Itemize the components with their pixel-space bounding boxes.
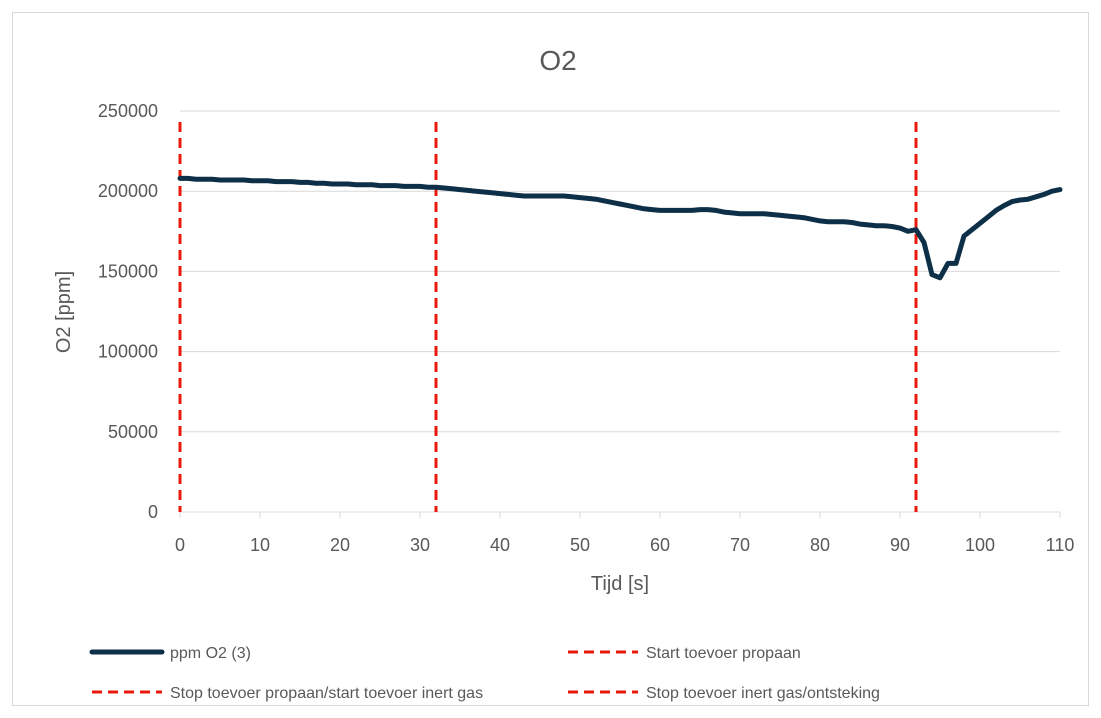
x-tick-label: 90 <box>890 535 910 555</box>
x-axis-title: Tijd [s] <box>591 573 649 595</box>
y-axis-title: O2 [ppm] <box>53 271 75 353</box>
x-tick-label: 50 <box>570 535 590 555</box>
legend-item: ppm O2 (3) <box>89 645 251 662</box>
y-tick-label: 150000 <box>98 261 158 281</box>
x-tick-labels: 0 10 20 30 40 50 60 70 80 90 100 110 <box>175 535 1074 555</box>
legend-label: Stop toevoer inert gas/ontsteking <box>646 685 880 702</box>
legend-item: Stop toevoer propaan/start toevoer inert… <box>92 685 483 702</box>
x-tick-label: 0 <box>175 535 185 555</box>
chart-frame <box>12 12 1089 706</box>
legend-label: Start toevoer propaan <box>646 645 801 662</box>
x-tick-label: 20 <box>330 535 350 555</box>
y-tick-label: 250000 <box>98 101 158 121</box>
legend-label: ppm O2 (3) <box>170 645 251 662</box>
x-tick-label: 110 <box>1046 535 1075 555</box>
legend-item: Start toevoer propaan <box>568 645 801 662</box>
x-tick-label: 60 <box>650 535 670 555</box>
x-tick-label: 30 <box>410 535 430 555</box>
x-tick-label: 70 <box>730 535 750 555</box>
legend-item: Stop toevoer inert gas/ontsteking <box>568 685 880 702</box>
x-tick-label: 80 <box>810 535 830 555</box>
legend: ppm O2 (3) Start toevoer propaan Stop toev… <box>89 645 880 702</box>
y-tick-label: 50000 <box>108 422 158 442</box>
chart-title: O2 <box>539 45 576 76</box>
y-tick-label: 0 <box>148 502 158 522</box>
series-line-o2 <box>177 175 1063 281</box>
y-tick-label: 200000 <box>98 181 158 201</box>
grid-layer <box>179 110 1061 518</box>
x-tick-label: 40 <box>490 535 510 555</box>
series-layer <box>177 175 1063 281</box>
x-tick-label: 10 <box>250 535 270 555</box>
x-tick-label: 100 <box>965 535 995 555</box>
legend-label: Stop toevoer propaan/start toevoer inert… <box>170 685 483 702</box>
y-tick-label: 100000 <box>98 342 158 362</box>
y-tick-labels: 0 50000 100000 150000 200000 250000 <box>98 101 158 522</box>
